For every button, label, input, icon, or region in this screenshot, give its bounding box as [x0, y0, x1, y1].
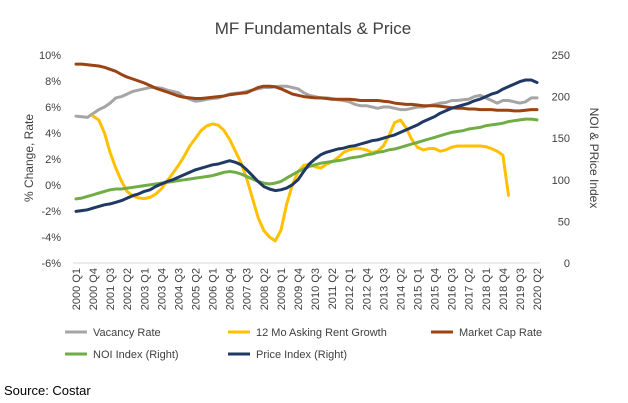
x-tick-label: 2008 Q2 [259, 268, 271, 310]
x-tick-label: 2004 Q3 [173, 268, 185, 310]
x-tick-label: 2000 Q4 [88, 268, 100, 310]
left-tick-label: 4% [45, 128, 61, 140]
legend-label-12-mo-asking-rent-growth: 12 Mo Asking Rent Growth [256, 327, 387, 339]
right-tick-label: 150 [552, 133, 570, 145]
right-tick-label: 200 [552, 92, 570, 104]
x-tick-label: 2019 Q3 [515, 268, 527, 310]
x-tick-label: 2013 Q3 [378, 268, 390, 310]
right-tick-label: 50 [558, 216, 570, 228]
x-tick-label: 2005 Q2 [191, 268, 203, 310]
x-tick-label: 2002 Q2 [122, 268, 134, 310]
x-axis-ticks: 2000 Q1 2000 Q4 2001 Q3 2002 Q2 2003 Q1 2003 … [71, 268, 544, 310]
legend: Vacancy Rate 12 Mo Asking Rent Growth Mark… [65, 327, 542, 361]
left-tick-label: 6% [45, 102, 61, 114]
x-tick-label: 2006 Q1 [208, 268, 220, 310]
series-line-price-index-right [74, 78, 539, 213]
x-tick-label: 2020 Q2 [532, 268, 544, 310]
legend-label-vacancy-rate: Vacancy Rate [93, 327, 161, 339]
right-tick-label: 250 [552, 50, 570, 62]
legend-label-market-cap-rate: Market Cap Rate [459, 327, 542, 339]
left-tick-label: 8% [45, 76, 61, 88]
x-tick-label: 2012 Q1 [344, 268, 356, 310]
x-tick-label: 2016 Q3 [447, 268, 459, 310]
legend-label-price-index-right: Price Index (Right) [256, 349, 347, 361]
left-tick-label: 10% [39, 50, 61, 62]
x-tick-label: 2003 Q4 [156, 268, 168, 310]
right-axis-label: NOI & PRice Index [587, 108, 601, 209]
source-note: Source: Costar [4, 383, 91, 398]
chart-title: MF Fundamentals & Price [215, 19, 412, 38]
right-tick-label: 0 [564, 258, 570, 270]
x-tick-label: 2018 Q4 [498, 268, 510, 310]
left-axis-label: % Change, Rate [22, 114, 36, 202]
x-tick-label: 2009 Q4 [293, 268, 305, 310]
x-tick-label: 2007 Q3 [242, 268, 254, 310]
left-tick-label: 2% [45, 154, 61, 166]
left-tick-label: -2% [41, 206, 61, 218]
series-line-vacancy-rate [74, 84, 539, 119]
left-axis-ticks: -6% -4% -2% 0% 2% 4% 6% 8% 10% [39, 50, 61, 270]
left-tick-label: 0% [45, 180, 61, 192]
series-line-market-cap-rate [74, 62, 539, 113]
x-tick-label: 2001 Q3 [105, 268, 117, 310]
x-tick-label: 2000 Q1 [71, 268, 83, 310]
series-lines [74, 62, 539, 243]
x-tick-label: 2014 Q2 [395, 268, 407, 310]
right-tick-label: 100 [552, 175, 570, 187]
x-tick-label: 2017 Q2 [464, 268, 476, 310]
x-tick-label: 2015 Q1 [412, 268, 424, 310]
x-tick-label: 2010 Q3 [310, 268, 322, 310]
legend-label-noi-index-right: NOI Index (Right) [93, 349, 179, 361]
right-axis-ticks: 0 50 100 150 200 250 [552, 50, 570, 270]
x-tick-label: 2018 Q1 [481, 268, 493, 310]
chart: MF Fundamentals & Price -6% -4% -2% 0% 2% 4% 6… [22, 19, 601, 361]
x-tick-label: 2012 Q4 [361, 268, 373, 310]
x-tick-label: 2006 Q4 [225, 268, 237, 310]
left-tick-label: -6% [41, 258, 61, 270]
left-tick-label: -4% [41, 232, 61, 244]
x-tick-label: 2003 Q1 [139, 268, 151, 310]
series-line-noi-index-right [74, 117, 539, 201]
x-tick-label: 2011 Q2 [327, 268, 339, 309]
x-tick-label: 2009 Q1 [276, 268, 288, 310]
x-tick-label: 2015 Q4 [430, 268, 442, 310]
